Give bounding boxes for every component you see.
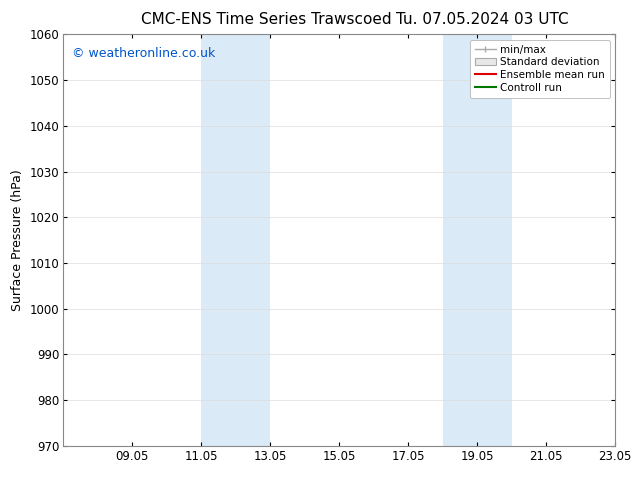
Legend: min/max, Standard deviation, Ensemble mean run, Controll run: min/max, Standard deviation, Ensemble me… [470, 40, 610, 98]
Y-axis label: Surface Pressure (hPa): Surface Pressure (hPa) [11, 169, 24, 311]
Bar [202, 34, 270, 446]
Text: © weatheronline.co.uk: © weatheronline.co.uk [72, 47, 215, 60]
Bar [443, 34, 512, 446]
Text: CMC-ENS Time Series Trawscoed: CMC-ENS Time Series Trawscoed [141, 12, 392, 27]
Text: Tu. 07.05.2024 03 UTC: Tu. 07.05.2024 03 UTC [396, 12, 568, 27]
